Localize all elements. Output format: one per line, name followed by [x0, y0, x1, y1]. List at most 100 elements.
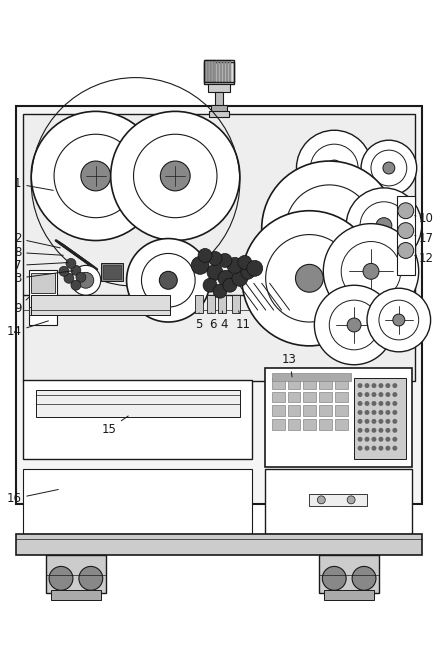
- Circle shape: [346, 188, 422, 263]
- Text: 2: 2: [14, 232, 60, 248]
- Circle shape: [385, 428, 390, 433]
- Circle shape: [247, 260, 263, 276]
- Text: 17: 17: [415, 232, 434, 245]
- Circle shape: [385, 392, 390, 397]
- Bar: [211, 105, 227, 113]
- Bar: [16, 106, 422, 504]
- Circle shape: [357, 419, 363, 424]
- Circle shape: [371, 419, 376, 424]
- Circle shape: [371, 392, 376, 397]
- Circle shape: [59, 267, 69, 276]
- Circle shape: [364, 410, 370, 415]
- Circle shape: [347, 496, 355, 504]
- Circle shape: [364, 437, 370, 442]
- Bar: [223, 60, 226, 82]
- Circle shape: [383, 162, 395, 174]
- Circle shape: [385, 410, 390, 415]
- Circle shape: [392, 437, 397, 442]
- Text: 4: 4: [220, 311, 228, 331]
- Circle shape: [71, 280, 81, 291]
- Circle shape: [71, 265, 81, 276]
- Bar: [304, 419, 316, 430]
- Text: 13: 13: [282, 353, 297, 377]
- Circle shape: [79, 566, 103, 590]
- Circle shape: [378, 437, 383, 442]
- Circle shape: [378, 419, 383, 424]
- Circle shape: [318, 496, 325, 504]
- Bar: [31, 295, 170, 315]
- Bar: [16, 534, 422, 556]
- Circle shape: [198, 248, 212, 263]
- Text: 10: 10: [415, 212, 434, 225]
- Circle shape: [54, 134, 138, 217]
- Circle shape: [392, 428, 397, 433]
- Text: 6: 6: [209, 313, 217, 331]
- Bar: [319, 378, 332, 389]
- Circle shape: [378, 428, 383, 433]
- Bar: [287, 391, 300, 402]
- Bar: [304, 406, 316, 417]
- Circle shape: [329, 300, 379, 350]
- Circle shape: [347, 318, 361, 332]
- Circle shape: [341, 241, 401, 301]
- Text: 12: 12: [415, 252, 434, 265]
- Circle shape: [357, 446, 363, 451]
- Bar: [272, 419, 285, 430]
- Circle shape: [241, 265, 255, 280]
- Bar: [195, 295, 203, 313]
- Circle shape: [141, 254, 195, 307]
- Circle shape: [364, 383, 370, 388]
- Bar: [207, 295, 215, 313]
- Bar: [101, 263, 123, 281]
- Circle shape: [160, 161, 190, 191]
- Circle shape: [378, 410, 383, 415]
- Circle shape: [127, 239, 210, 322]
- Bar: [204, 60, 234, 82]
- Circle shape: [393, 314, 405, 326]
- Circle shape: [385, 446, 390, 451]
- Bar: [335, 406, 348, 417]
- Circle shape: [392, 446, 397, 451]
- Circle shape: [242, 211, 377, 346]
- Text: 1: 1: [14, 177, 53, 190]
- Bar: [319, 419, 332, 430]
- Circle shape: [371, 383, 376, 388]
- Bar: [335, 378, 348, 389]
- Circle shape: [261, 161, 397, 296]
- Text: 8: 8: [14, 246, 63, 259]
- Circle shape: [371, 437, 376, 442]
- Circle shape: [357, 410, 363, 415]
- Circle shape: [364, 392, 370, 397]
- Bar: [265, 367, 412, 467]
- Circle shape: [357, 437, 363, 442]
- Bar: [354, 378, 406, 459]
- Circle shape: [371, 446, 376, 451]
- Circle shape: [392, 392, 397, 397]
- Bar: [208, 83, 230, 91]
- Bar: [335, 419, 348, 430]
- Circle shape: [159, 271, 177, 289]
- Text: 5: 5: [195, 313, 203, 331]
- Circle shape: [371, 410, 376, 415]
- Bar: [215, 91, 223, 106]
- Text: 3: 3: [14, 270, 73, 285]
- Circle shape: [322, 566, 346, 590]
- Bar: [220, 60, 223, 82]
- Circle shape: [208, 252, 222, 265]
- Circle shape: [286, 185, 373, 272]
- Bar: [232, 295, 240, 313]
- Circle shape: [357, 401, 363, 406]
- Circle shape: [49, 566, 73, 590]
- Circle shape: [111, 111, 240, 241]
- Circle shape: [385, 401, 390, 406]
- Bar: [205, 60, 208, 82]
- Circle shape: [134, 134, 217, 217]
- Circle shape: [385, 383, 390, 388]
- Circle shape: [371, 150, 407, 186]
- Circle shape: [378, 383, 383, 388]
- Circle shape: [71, 265, 101, 295]
- Text: 15: 15: [101, 416, 128, 436]
- Circle shape: [367, 288, 431, 352]
- Circle shape: [360, 202, 408, 250]
- Circle shape: [385, 419, 390, 424]
